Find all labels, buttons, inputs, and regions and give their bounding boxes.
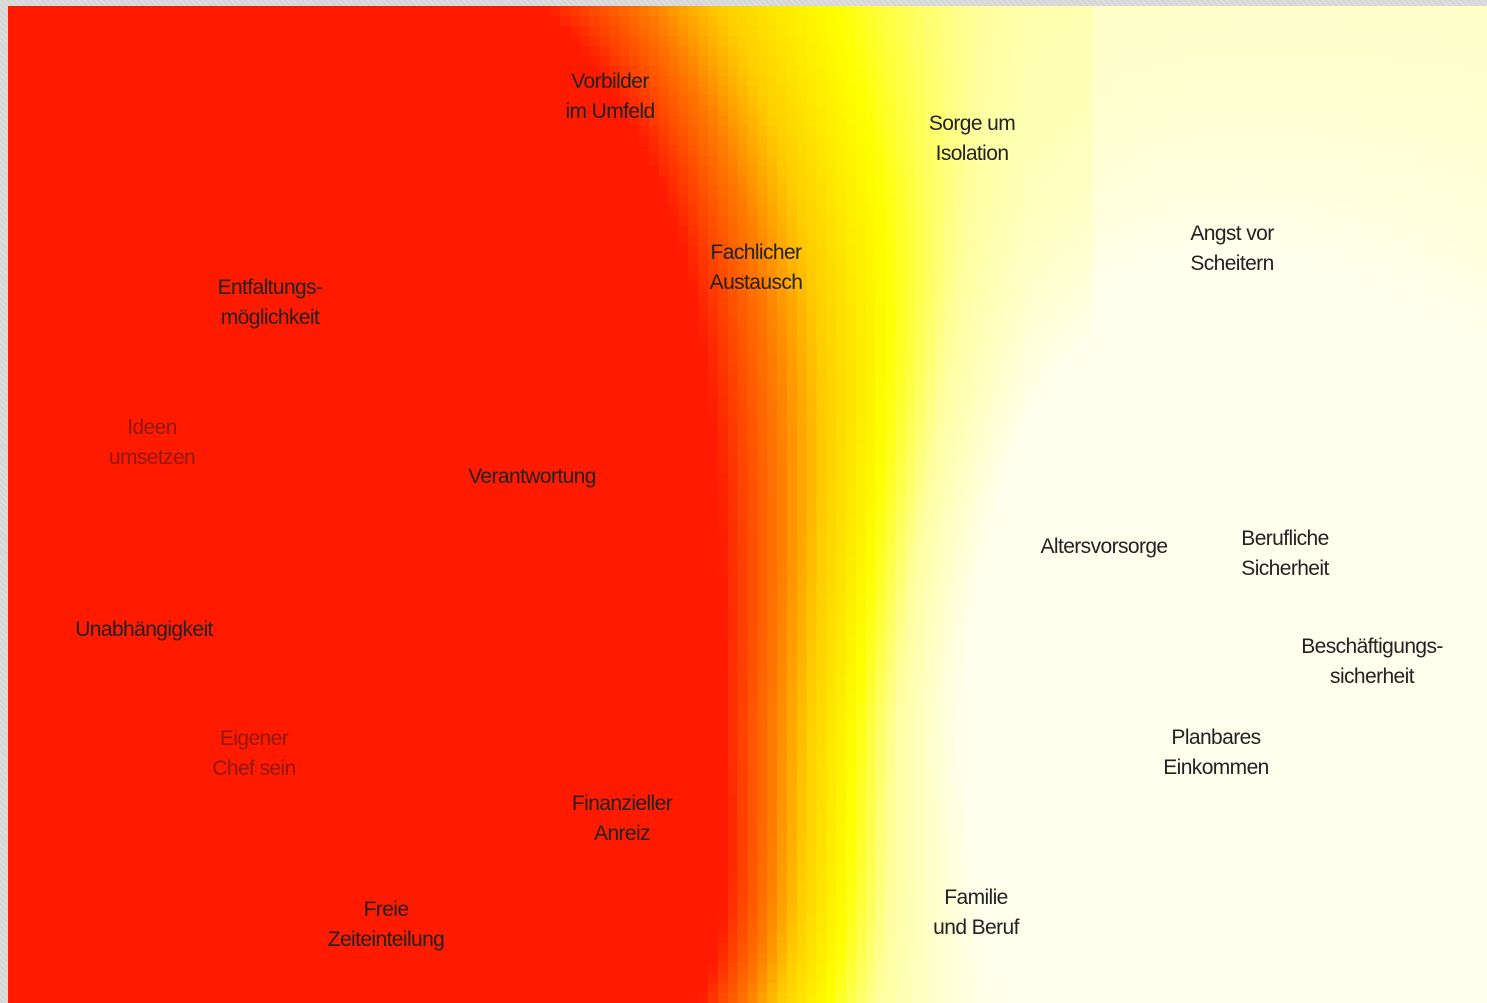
label-beschaeftigung: Beschäftigungs-sicherheit: [1301, 635, 1443, 688]
label-verantwortung: Verantwortung: [468, 465, 596, 488]
label-angst-scheitern: Angst vor Scheitern: [1190, 222, 1274, 275]
label-planbares-einkommen: Planbares Einkommen: [1163, 726, 1269, 779]
label-finanzieller-anreiz: Finanzieller Anreiz: [571, 792, 673, 845]
label-vorbilder: Vorbilder im Umfeld: [565, 70, 655, 123]
label-unabhaengigkeit: Unabhängigkeit: [75, 618, 213, 641]
heatmap-canvas: [8, 6, 1487, 1003]
label-berufliche-sicherheit: Berufliche Sicherheit: [1241, 527, 1329, 580]
label-fachlicher-austausch: Fachlicher Austausch: [709, 241, 803, 294]
label-altersvorsorge: Altersvorsorge: [1040, 535, 1169, 558]
label-entfaltung: Entfaltungs-möglichkeit: [217, 276, 323, 329]
heatmap: Vorbilder im Umfeld Sorge um Isolation Ang…: [8, 6, 1487, 1003]
label-sorge-isolation: Sorge um Isolation: [928, 112, 1016, 165]
label-ideen: Ideen umsetzen: [108, 416, 196, 469]
label-eigener-chef: Eigener Chef sein: [212, 727, 296, 780]
label-freie-zeit: Freie Zeiteinteilung: [327, 898, 445, 951]
label-familie-beruf: Familie und Beruf: [933, 886, 1019, 939]
